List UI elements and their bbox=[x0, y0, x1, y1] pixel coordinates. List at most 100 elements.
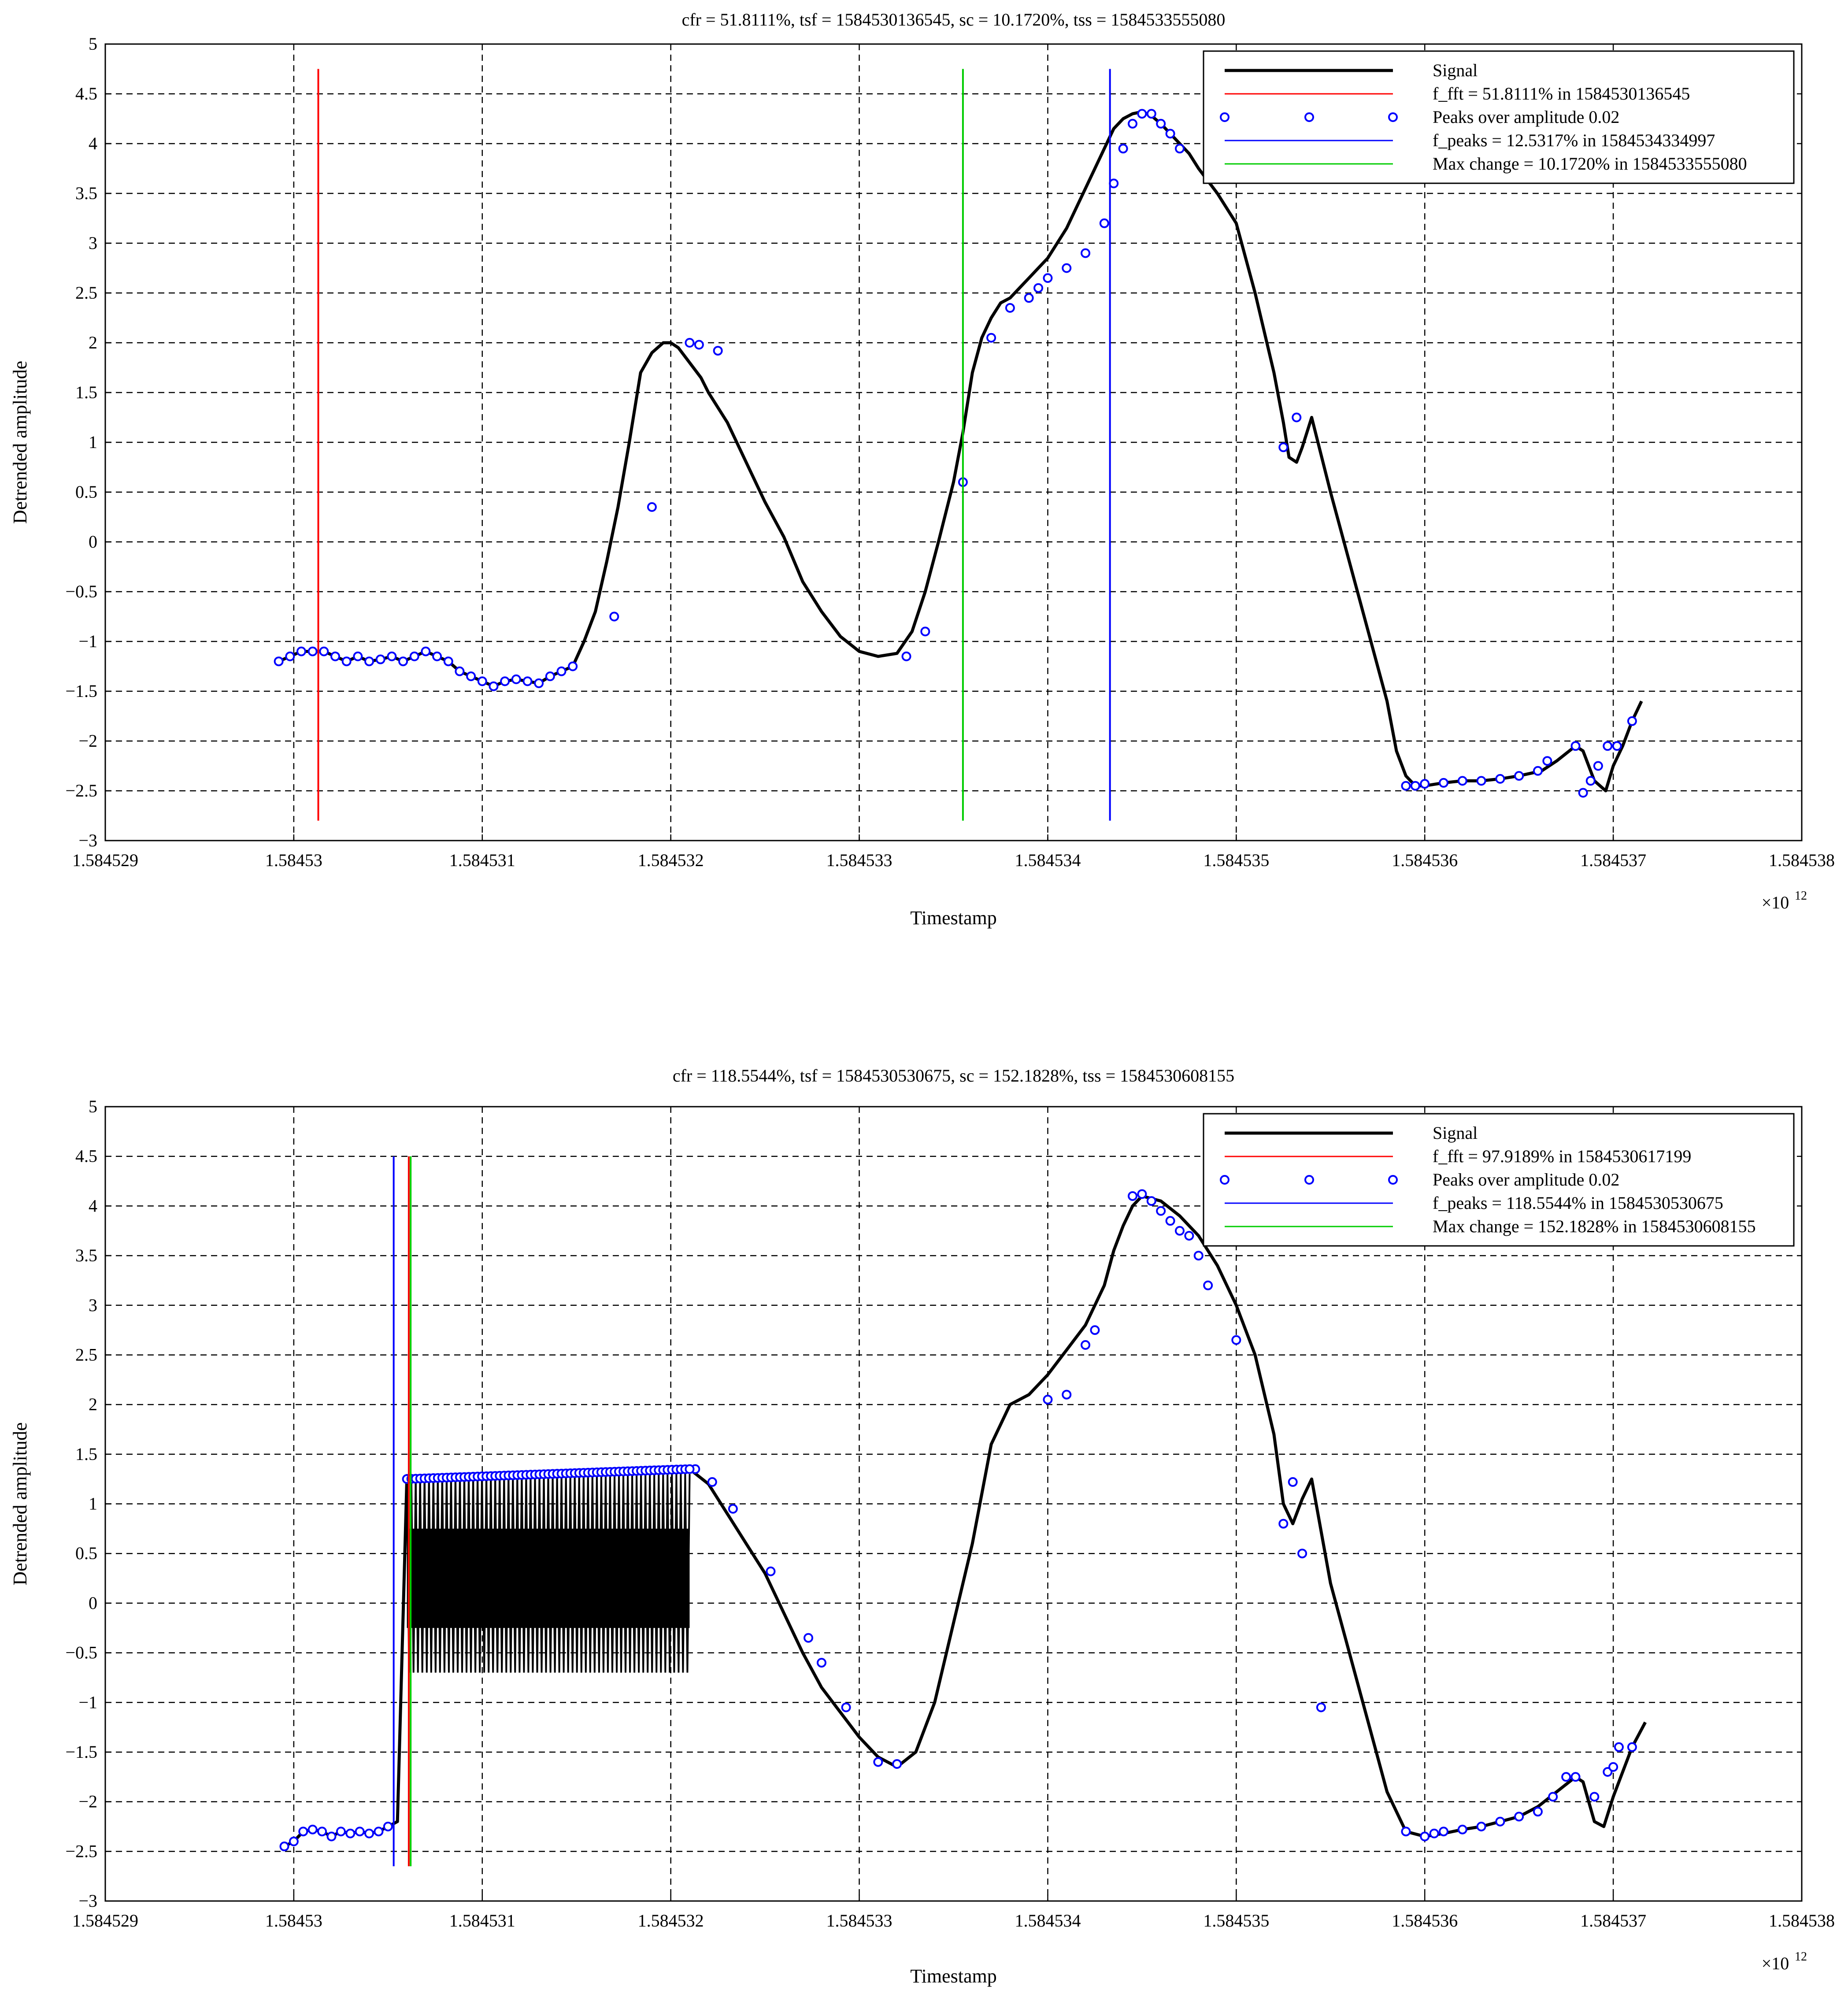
peak-marker bbox=[1457, 776, 1467, 786]
y-tick-label: −0.5 bbox=[65, 582, 97, 601]
peak-marker bbox=[1193, 1251, 1204, 1261]
y-tick-label: 2.5 bbox=[75, 1345, 97, 1364]
legend-swatch-marker bbox=[1388, 1175, 1398, 1185]
peak-marker bbox=[455, 666, 465, 676]
peak-marker bbox=[1533, 766, 1543, 776]
legend-label: Signal bbox=[1433, 60, 1478, 80]
y-tick-label: −2.5 bbox=[65, 781, 97, 800]
peak-marker bbox=[489, 681, 499, 691]
legend-label: Max change = 152.1828% in 1584530608155 bbox=[1433, 1216, 1756, 1236]
peak-marker bbox=[873, 1757, 883, 1767]
legend-box bbox=[1203, 1113, 1795, 1247]
x-multiplier: ×10 bbox=[1762, 1953, 1789, 1973]
peak-marker bbox=[274, 656, 284, 667]
peak-marker bbox=[1570, 1772, 1581, 1782]
peak-marker bbox=[685, 338, 695, 348]
y-tick-label: −2 bbox=[78, 731, 97, 751]
peak-marker bbox=[1165, 1216, 1175, 1226]
axes-frame bbox=[104, 43, 1803, 841]
peak-marker bbox=[1156, 119, 1166, 129]
peak-marker bbox=[443, 656, 453, 667]
legend-label: f_peaks = 118.5544% in 1584530530675 bbox=[1433, 1193, 1723, 1213]
peak-marker bbox=[1585, 776, 1596, 786]
peak-marker bbox=[545, 671, 555, 682]
peak-marker bbox=[1476, 776, 1486, 786]
peak-marker bbox=[1081, 1340, 1091, 1350]
peak-marker bbox=[500, 676, 510, 686]
x-axis-label: Timestamp bbox=[910, 1965, 996, 1987]
peak-marker bbox=[1561, 1772, 1571, 1782]
legend-label: f_peaks = 12.5317% in 1584534334997 bbox=[1433, 130, 1715, 150]
peak-marker bbox=[1231, 1335, 1241, 1345]
peak-marker bbox=[694, 340, 704, 350]
x-tick-label: 1.584532 bbox=[638, 1911, 704, 1931]
x-tick-label: 1.584533 bbox=[826, 1911, 893, 1931]
peak-marker bbox=[355, 1827, 365, 1837]
x-tick-label: 1.584531 bbox=[449, 1911, 515, 1931]
peak-marker bbox=[1127, 1191, 1137, 1201]
peak-marker bbox=[1090, 1325, 1100, 1335]
peak-marker bbox=[1316, 1702, 1326, 1712]
peak-marker bbox=[466, 671, 476, 682]
peak-marker bbox=[1062, 1390, 1072, 1400]
peak-marker bbox=[1514, 1812, 1524, 1822]
x-tick-label: 1.584536 bbox=[1392, 1911, 1458, 1931]
peak-marker bbox=[1514, 771, 1524, 781]
peak-marker bbox=[307, 646, 318, 656]
peak-marker bbox=[1033, 283, 1044, 293]
peak-marker bbox=[892, 1759, 902, 1769]
peak-marker bbox=[421, 646, 431, 656]
peak-marker bbox=[609, 611, 619, 622]
peak-marker bbox=[707, 1477, 717, 1487]
x-tick-label: 1.584536 bbox=[1392, 850, 1458, 870]
legend-swatch-marker bbox=[1304, 1175, 1314, 1185]
y-tick-label: 0 bbox=[89, 532, 97, 552]
peak-marker bbox=[1278, 442, 1289, 452]
peak-marker bbox=[841, 1702, 851, 1712]
peak-marker bbox=[1184, 1230, 1194, 1241]
y-tick-label: 3 bbox=[89, 1295, 97, 1315]
peak-marker bbox=[534, 678, 544, 688]
y-tick-label: 1 bbox=[89, 1494, 97, 1514]
peak-marker bbox=[353, 651, 363, 661]
x-multiplier-exponent: 12 bbox=[1795, 1950, 1807, 1964]
peak-marker bbox=[364, 656, 374, 667]
peak-marker bbox=[296, 646, 307, 656]
bottom-chart: cfr = 118.5544%, tsf = 1584530530675, sc… bbox=[9, 1066, 1835, 1987]
peak-marker bbox=[1156, 1206, 1166, 1216]
peak-marker bbox=[1457, 1824, 1467, 1834]
y-tick-label: 2 bbox=[89, 333, 97, 352]
x-tick-label: 1.584529 bbox=[72, 1911, 138, 1931]
peak-marker bbox=[1410, 781, 1420, 791]
peak-marker bbox=[1174, 1226, 1185, 1236]
peak-marker bbox=[568, 661, 578, 671]
peak-marker bbox=[1165, 129, 1175, 139]
y-tick-label: 1.5 bbox=[75, 382, 97, 402]
peak-marker bbox=[1593, 761, 1603, 771]
peak-marker bbox=[1612, 741, 1622, 751]
peak-marker bbox=[1146, 109, 1156, 119]
y-tick-label: −3 bbox=[78, 830, 97, 850]
y-tick-label: −3 bbox=[78, 1891, 97, 1911]
peak-marker bbox=[364, 1828, 374, 1838]
peak-marker bbox=[1062, 263, 1072, 273]
peak-marker bbox=[1043, 273, 1053, 283]
peak-marker bbox=[556, 666, 567, 676]
x-axis-label: Timestamp bbox=[910, 907, 996, 929]
legend-label: Max change = 10.1720% in 1584533555080 bbox=[1433, 154, 1747, 174]
peak-marker bbox=[766, 1566, 776, 1576]
peak-marker bbox=[1627, 716, 1637, 726]
y-tick-label: 1.5 bbox=[75, 1444, 97, 1464]
y-tick-label: 0.5 bbox=[75, 482, 97, 502]
peak-marker bbox=[307, 1824, 318, 1834]
legend-label: Signal bbox=[1433, 1123, 1478, 1143]
peak-marker bbox=[1137, 1189, 1147, 1199]
y-tick-label: 5 bbox=[89, 1097, 97, 1116]
x-tick-label: 1.584533 bbox=[826, 850, 893, 870]
peak-marker bbox=[1043, 1394, 1053, 1404]
peak-marker bbox=[1542, 756, 1552, 766]
peak-marker bbox=[1570, 741, 1581, 751]
x-tick-label: 1.58453 bbox=[265, 1911, 322, 1931]
peak-marker bbox=[432, 651, 442, 661]
